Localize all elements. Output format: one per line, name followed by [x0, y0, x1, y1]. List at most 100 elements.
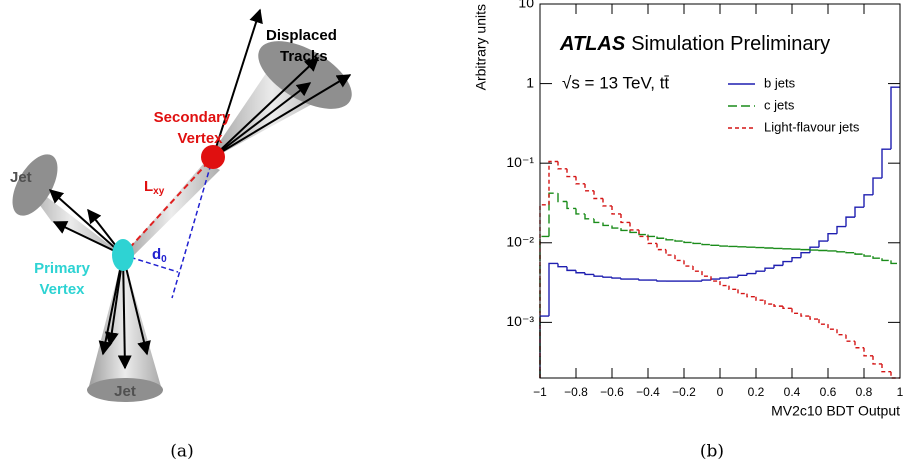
- legend-label: b jets: [764, 75, 796, 90]
- histogram-step: [881, 363, 891, 373]
- histogram-step: [782, 306, 792, 310]
- histogram-step: [557, 193, 567, 203]
- histogram-step: [647, 236, 657, 245]
- label: d: [152, 246, 161, 263]
- histogram-step: [611, 205, 621, 215]
- histogram-step: [863, 347, 873, 357]
- histogram-step: [854, 206, 864, 218]
- lxy-line: [122, 156, 214, 256]
- x-tick-label: −0.8: [564, 385, 588, 399]
- x-tick-label: −0.2: [672, 385, 696, 399]
- histogram-step: [872, 355, 882, 365]
- histogram-step: [548, 160, 558, 205]
- histogram-step: [593, 218, 603, 224]
- cone-end: [87, 378, 163, 402]
- y-tick-label: 10: [518, 0, 534, 11]
- histogram-step: [719, 245, 729, 247]
- histogram-step: [602, 276, 612, 278]
- histogram-step: [593, 274, 603, 277]
- histogram-step: [791, 256, 801, 262]
- histogram-step: [638, 232, 648, 236]
- histogram-step: [773, 264, 783, 269]
- experiment: ATLAS: [559, 33, 626, 55]
- histogram-step: [863, 254, 873, 257]
- histogram-step: [539, 204, 549, 378]
- histogram-step: [890, 86, 900, 150]
- histogram-step: [548, 262, 558, 317]
- cone-end: [258, 41, 352, 109]
- histogram-step: [755, 296, 765, 301]
- chart-title: ATLAS Simulation Preliminary: [559, 33, 830, 55]
- x-tick-label: 0.6: [820, 385, 837, 399]
- y-tick-label: 10⁻¹: [506, 154, 534, 170]
- histogram-step: [836, 225, 846, 234]
- histogram-step: [665, 249, 675, 256]
- label: Jet: [10, 169, 32, 186]
- histogram-step: [620, 278, 630, 280]
- histogram-step: [584, 183, 594, 192]
- histogram-step: [611, 277, 621, 279]
- cone-end: [12, 154, 58, 216]
- histogram-step: [674, 239, 684, 242]
- histogram-step: [800, 252, 810, 258]
- x-tick-label: 0: [717, 385, 724, 399]
- histogram-step: [881, 148, 891, 179]
- histogram-step: [656, 280, 666, 282]
- histogram-step: [827, 233, 837, 242]
- histogram-step: [746, 293, 756, 298]
- histogram-step: [638, 229, 648, 238]
- histogram-step: [728, 285, 738, 291]
- x-axis-label: MV2c10 BDT Output: [771, 403, 900, 419]
- histogram-step: [656, 243, 666, 251]
- histogram-step: [890, 260, 900, 265]
- histogram-step: [620, 228, 630, 232]
- histogram-step: [602, 198, 612, 207]
- histogram-step: [845, 251, 855, 254]
- histogram-step: [890, 371, 900, 379]
- histogram-step: [629, 222, 639, 231]
- x-tick-label: 0.2: [748, 385, 765, 399]
- histogram-step: [809, 316, 819, 320]
- histogram-step: [800, 313, 810, 317]
- secondary-vertex: [201, 145, 225, 169]
- x-tick-label: −0.4: [636, 385, 660, 399]
- chart: (b) ATLAS Simulation Preliminary √s = 13 …: [473, 0, 904, 462]
- histogram-step: [557, 263, 567, 268]
- histogram-step: [863, 194, 873, 208]
- histogram-step: [845, 334, 855, 342]
- label: 0: [161, 254, 167, 265]
- histogram-step: [710, 276, 720, 282]
- x-tick-label: 0.8: [856, 385, 873, 399]
- subtitle: √s = 13 TeV, tt̄: [562, 73, 670, 92]
- title: Simulation Preliminary: [631, 33, 830, 55]
- y-tick-label: 10⁻³: [506, 313, 534, 329]
- caption: (b): [700, 442, 724, 462]
- histogram-step: [539, 235, 549, 378]
- histogram-step: [728, 276, 738, 279]
- histogram-step: [845, 216, 855, 227]
- cone: [123, 162, 220, 262]
- histogram-step: [584, 272, 594, 276]
- histogram-step: [827, 324, 837, 330]
- histogram-step: [701, 279, 711, 282]
- histogram-step: [557, 161, 567, 170]
- y-tick-label: 10⁻²: [506, 233, 534, 249]
- histogram-step: [737, 289, 747, 295]
- label: Jet: [114, 383, 136, 400]
- histogram-step: [710, 278, 720, 281]
- x-tick-label: 1: [897, 385, 904, 399]
- label: Vertex: [177, 130, 223, 147]
- label: Displaced: [266, 27, 337, 44]
- x-tick-label: −1: [533, 385, 547, 399]
- histogram-step: [854, 252, 864, 255]
- histogram-step: [692, 242, 702, 245]
- histogram-step: [746, 272, 756, 276]
- histogram-step: [764, 300, 774, 305]
- histogram-step: [602, 222, 612, 227]
- histogram-step: [881, 258, 891, 262]
- histogram-step: [575, 208, 585, 215]
- label: xy: [153, 186, 165, 197]
- histogram-step: [548, 192, 558, 237]
- histogram-step: [701, 271, 711, 277]
